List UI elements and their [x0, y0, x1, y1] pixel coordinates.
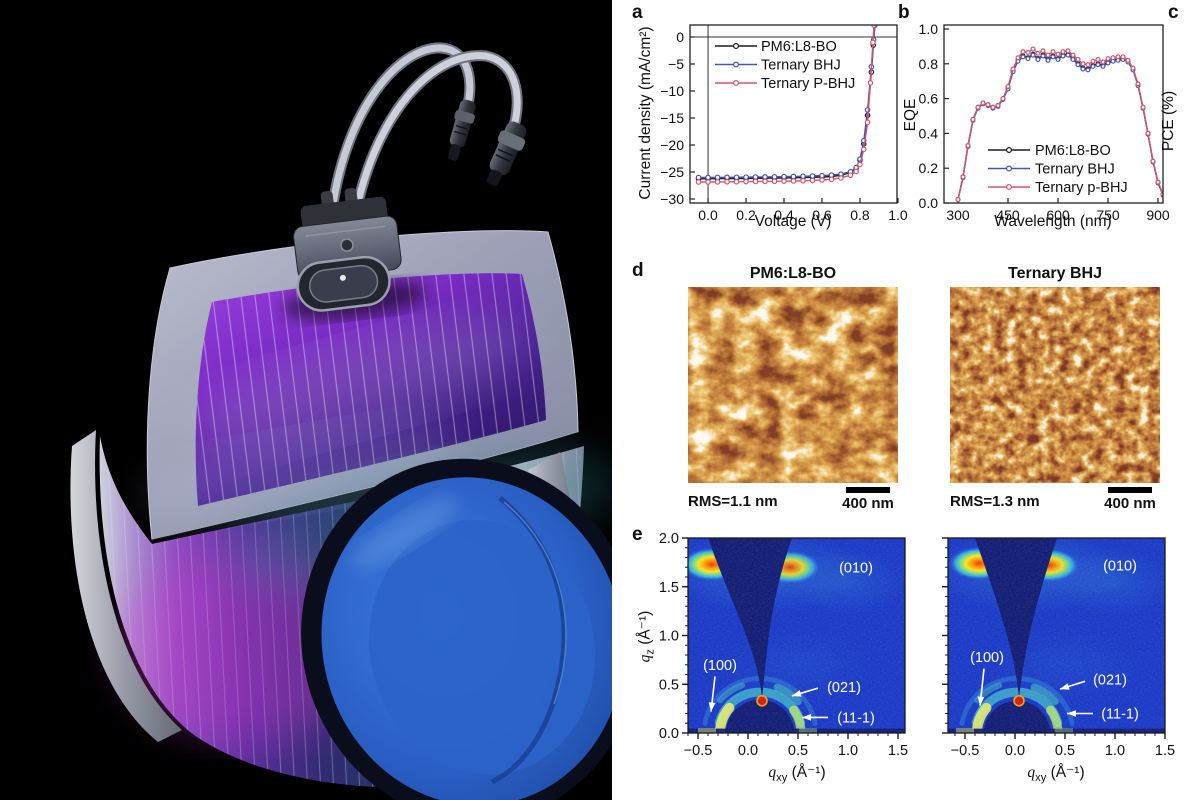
- giwaxs-map-pm6-l8bo: (010) (100) (021) (11-1) −0.5 0.0 0.5 1.0 1.5 0.0…: [659, 531, 908, 759]
- svg-text:PM6:L8-BO: PM6:L8-BO: [1035, 143, 1111, 159]
- svg-text:(11-1): (11-1): [1101, 707, 1139, 723]
- svg-text:(010): (010): [1103, 558, 1137, 574]
- mc4-connector-male: [448, 99, 476, 161]
- svg-text:−0.5: −0.5: [951, 743, 980, 759]
- jv-xlabel: Voltage (V): [754, 213, 832, 230]
- svg-text:(11-1): (11-1): [837, 710, 875, 726]
- giwaxs-xlabel-left: qxy (Å⁻¹): [768, 764, 826, 785]
- svg-text:0.0: 0.0: [1005, 743, 1025, 759]
- svg-text:0.2: 0.2: [919, 160, 939, 176]
- svg-text:(010): (010): [839, 560, 873, 576]
- svg-text:1.5: 1.5: [888, 743, 908, 759]
- svg-text:Ternary BHJ: Ternary BHJ: [761, 58, 841, 74]
- afm-title-ternary-bhj: Ternary BHJ: [1008, 265, 1102, 282]
- svg-text:−10: −10: [660, 83, 684, 99]
- svg-text:0.2: 0.2: [736, 207, 756, 223]
- afm-title-pm6-l8bo: PM6:L8-BO: [749, 265, 837, 282]
- svg-text:0.8: 0.8: [850, 207, 870, 223]
- panel-label-b: b: [898, 2, 910, 23]
- svg-text:1.0: 1.0: [659, 629, 679, 645]
- svg-text:−25: −25: [660, 164, 684, 180]
- svg-text:Ternary BHJ: Ternary BHJ: [1035, 162, 1115, 178]
- svg-text:1.5: 1.5: [1155, 743, 1175, 759]
- solar-module-render: [0, 0, 612, 800]
- svg-text:(100): (100): [970, 650, 1004, 666]
- jv-ylabel: Current density (mA/cm²): [637, 26, 654, 200]
- svg-text:0.6: 0.6: [919, 91, 939, 107]
- eqe-ylabel: EQE: [902, 98, 919, 132]
- svg-text:0.5: 0.5: [788, 743, 808, 759]
- panel-label-c: c: [1168, 2, 1179, 23]
- scale-bar-left: [846, 487, 890, 493]
- svg-text:0.5: 0.5: [1055, 743, 1075, 759]
- junction-box-led: [339, 274, 346, 281]
- svg-text:0.0: 0.0: [738, 743, 758, 759]
- roll-core: [301, 458, 612, 800]
- svg-text:−30: −30: [660, 191, 684, 207]
- svg-text:0.0: 0.0: [698, 207, 718, 223]
- svg-text:(021): (021): [1093, 672, 1127, 688]
- svg-text:1.0: 1.0: [919, 21, 939, 37]
- svg-text:1.0: 1.0: [888, 207, 908, 223]
- scale-bar-label-left: 400 nm: [842, 495, 894, 512]
- scale-bar-right: [1108, 487, 1152, 493]
- svg-text:0.5: 0.5: [659, 677, 679, 693]
- svg-text:PM6:L8-BO: PM6:L8-BO: [761, 39, 837, 55]
- svg-text:−15: −15: [660, 110, 684, 126]
- svg-text:(021): (021): [827, 680, 861, 696]
- svg-text:−20: −20: [660, 137, 684, 153]
- scale-bar-label-right: 400 nm: [1104, 495, 1156, 512]
- svg-text:0.0: 0.0: [919, 195, 939, 211]
- svg-text:2.0: 2.0: [659, 531, 679, 547]
- svg-text:Ternary P-BHJ: Ternary P-BHJ: [761, 76, 855, 92]
- svg-text:−0.5: −0.5: [684, 743, 713, 759]
- giwaxs-xlabel-right: qxy (Å⁻¹): [1027, 764, 1085, 785]
- cables: [324, 42, 527, 238]
- svg-text:450: 450: [996, 207, 1020, 223]
- svg-text:1.0: 1.0: [838, 743, 858, 759]
- svg-text:0.4: 0.4: [774, 207, 794, 223]
- mc4-connector-female: [486, 121, 527, 187]
- svg-text:−5: −5: [668, 56, 684, 72]
- svg-text:0.8: 0.8: [919, 56, 939, 72]
- junction-box: [283, 188, 427, 320]
- svg-text:750: 750: [1096, 207, 1120, 223]
- afm-image-pm6-l8bo: [688, 287, 898, 483]
- giwaxs-map-ternary-bhj: (010) (100) (021) (11-1) −0.5 0.0 0.5 1.0 1.5: [942, 537, 1175, 759]
- svg-text:0.4: 0.4: [919, 125, 939, 141]
- rms-value-ternary-bhj: RMS=1.3 nm: [950, 493, 1040, 510]
- panel-label-e: e: [632, 524, 643, 545]
- afm-image-ternary-bhj: [950, 287, 1160, 483]
- svg-text:1.5: 1.5: [659, 580, 679, 596]
- eqe-xlabel: Wavelength (nm): [994, 213, 1112, 230]
- panel-label-a: a: [632, 2, 643, 23]
- eqe-chart: 300 450 600 750 900 0.0 0.2 0.4 0.6 0.8 1.0 PM6:L8-…: [919, 21, 1170, 223]
- svg-text:0.6: 0.6: [812, 207, 832, 223]
- svg-text:600: 600: [1046, 207, 1070, 223]
- pce-ylabel: PCE (%): [1160, 90, 1177, 152]
- svg-text:Ternary p-BHJ: Ternary p-BHJ: [1035, 180, 1128, 196]
- module-silver-edge-left: [70, 430, 182, 742]
- panel-label-d: d: [632, 260, 644, 281]
- svg-text:(100): (100): [703, 658, 737, 674]
- svg-text:900: 900: [1146, 207, 1170, 223]
- svg-text:0: 0: [676, 29, 684, 45]
- jv-curve-chart: 0.0 0.2 0.4 0.6 0.8 1.0 0 −5 −10 −15 −20 −25 −30 PM6:…: [660, 24, 908, 223]
- svg-text:300: 300: [946, 207, 970, 223]
- svg-text:1.0: 1.0: [1105, 743, 1125, 759]
- rms-value-pm6-l8bo: RMS=1.1 nm: [688, 493, 778, 510]
- svg-text:0.0: 0.0: [659, 726, 679, 742]
- giwaxs-ylabel: qz (Å⁻¹): [636, 610, 657, 663]
